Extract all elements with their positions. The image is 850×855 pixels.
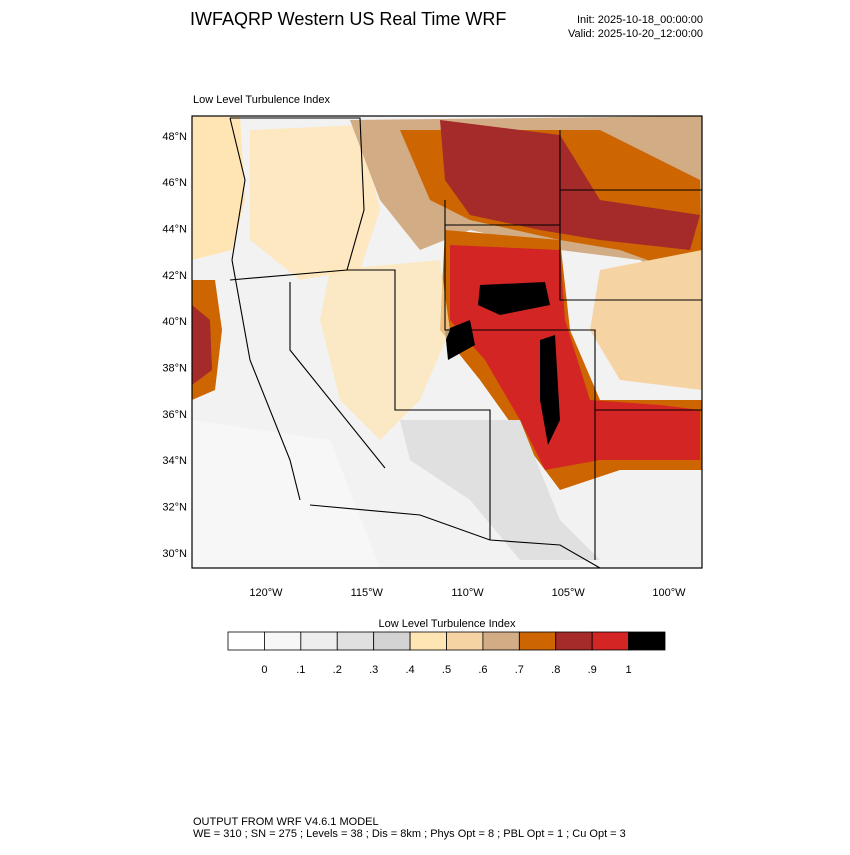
state-boundaries — [229, 117, 702, 569]
colorbar-box — [591, 631, 629, 651]
map-frame — [191, 115, 703, 569]
colorbar-box — [373, 631, 411, 651]
map-title: Low Level Turbulence Index — [193, 94, 330, 106]
lat-label: 44°N — [162, 224, 187, 236]
colorbar-box — [446, 631, 484, 651]
colorbar-box — [628, 631, 666, 651]
colorbar-label: 0 — [261, 664, 267, 676]
lat-label: 32°N — [162, 502, 187, 514]
colorbar: Low Level Turbulence Index 0 .1 .2 .3 .4 .5 .6… — [227, 618, 666, 676]
lat-label: 30°N — [162, 548, 187, 560]
colorbar-label: .5 — [442, 664, 451, 676]
lat-label: 46°N — [162, 177, 187, 189]
colorbar-label: 1 — [626, 664, 632, 676]
colorbar-label: .9 — [588, 664, 597, 676]
lat-label: 36°N — [162, 409, 187, 421]
lon-label: 110°W — [451, 587, 484, 599]
colorbar-box — [555, 631, 593, 651]
colorbar-box — [300, 631, 338, 651]
valid-time: Valid: 2025-10-20_12:00:00 — [568, 28, 703, 40]
init-time: Init: 2025-10-18_00:00:00 — [577, 14, 703, 26]
colorbar-box — [409, 631, 447, 651]
footer-line: WE = 310 ; SN = 275 ; Levels = 38 ; Dis … — [193, 828, 626, 840]
colorbar-title: Low Level Turbulence Index — [379, 618, 516, 630]
colorbar-label: .2 — [333, 664, 342, 676]
colorbar-box — [264, 631, 302, 651]
colorbar-box — [336, 631, 375, 651]
colorbar-box — [482, 631, 520, 651]
lon-label: 105°W — [552, 587, 586, 599]
colorbar-label: .7 — [515, 664, 524, 676]
title: IWFAQRP Western US Real Time WRF — [190, 9, 506, 29]
colorbar-box — [518, 631, 557, 651]
lat-label: 42°N — [162, 270, 187, 282]
axis-labels: 48°N 46°N 44°N 42°N 40°N 38°N 36°N 34°N 32°N 30°N… — [162, 131, 686, 599]
colorbar-label: .8 — [551, 664, 560, 676]
colorbar-label: .1 — [296, 664, 305, 676]
colorbar-box — [227, 631, 265, 651]
map-field — [192, 116, 702, 568]
lat-label: 48°N — [162, 131, 187, 143]
lat-label: 40°N — [162, 316, 187, 328]
lat-label: 34°N — [162, 455, 187, 467]
footer-line: OUTPUT FROM WRF V4.6.1 MODEL — [193, 816, 379, 828]
colorbar-label: .4 — [405, 664, 414, 676]
lon-label: 115°W — [351, 587, 384, 599]
colorbar-label: .6 — [478, 664, 487, 676]
lon-label: 120°W — [249, 587, 283, 599]
lat-label: 38°N — [162, 363, 187, 375]
lon-label: 100°W — [652, 587, 686, 599]
colorbar-label: .3 — [369, 664, 378, 676]
